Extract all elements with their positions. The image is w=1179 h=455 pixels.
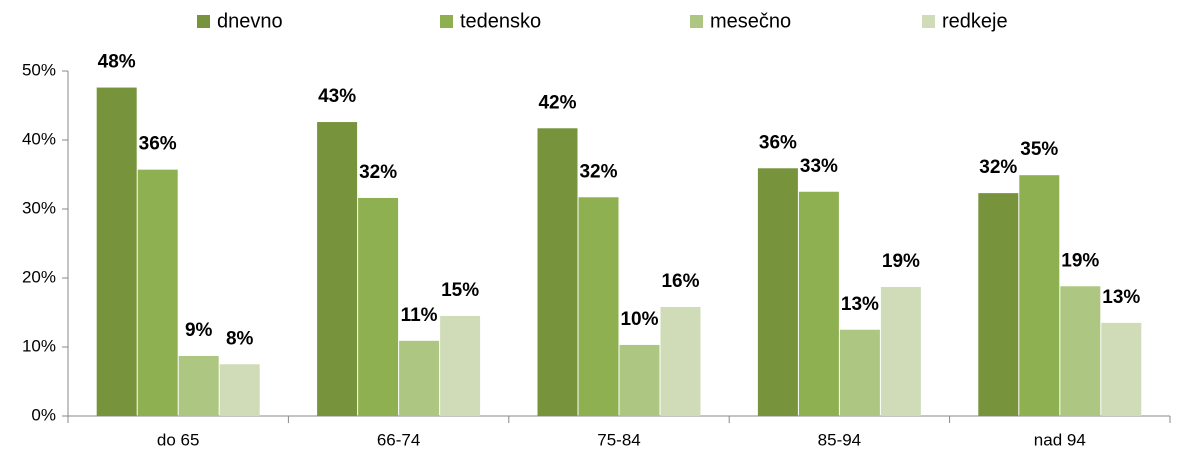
value-label: 10% [620,309,658,330]
value-label: 32% [979,157,1017,178]
legend-swatch [440,15,453,28]
bar [578,197,619,416]
value-label: 36% [139,134,177,155]
x-tick-label: 75-84 [597,430,640,449]
bar [537,128,578,416]
legend-label: tedensko [460,10,541,32]
bar [1019,175,1060,416]
y-tick-label: 0% [31,405,56,424]
value-label: 32% [359,162,397,183]
value-label: 13% [841,294,879,315]
bar [399,340,440,416]
legend-swatch [690,15,703,28]
x-tick-label: 85-94 [818,430,861,449]
bar [178,355,219,416]
bar [978,193,1019,416]
value-label: 35% [1020,139,1058,160]
x-tick-label: nad 94 [1034,430,1086,449]
legend-swatch [922,15,935,28]
value-label: 42% [538,92,576,113]
value-label: 15% [441,280,479,301]
bar [317,122,358,416]
legend-swatch [197,15,210,28]
value-label: 43% [318,86,356,107]
bar [880,286,921,416]
y-tick-label: 10% [22,336,56,355]
y-tick-label: 40% [22,129,56,148]
value-label: 8% [226,328,254,349]
bar [440,315,481,416]
bar [1060,286,1101,416]
y-tick-label: 50% [22,60,56,79]
bar [839,329,880,416]
bar [798,191,839,416]
y-tick-label: 30% [22,198,56,217]
value-label: 19% [882,251,920,272]
x-tick-label: do 65 [157,430,200,449]
bar [619,344,660,416]
legend-label: mesečno [710,10,791,32]
value-label: 19% [1061,250,1099,271]
value-label: 32% [579,161,617,182]
value-label: 13% [1102,287,1140,308]
bar [358,197,399,416]
bar [1101,322,1142,416]
bar [96,87,137,416]
value-label: 16% [661,271,699,292]
y-tick-label: 20% [22,267,56,286]
legend-label: dnevno [217,10,283,32]
value-label: 11% [401,305,438,326]
value-label: 36% [759,132,797,153]
bar [219,364,260,416]
x-tick-label: 66-74 [377,430,420,449]
value-label: 9% [185,320,213,341]
legend-label: redkeje [942,10,1008,32]
bar [137,169,178,416]
value-label: 48% [98,52,136,73]
bar [757,168,798,416]
bar [660,306,701,416]
value-label: 33% [800,156,838,177]
